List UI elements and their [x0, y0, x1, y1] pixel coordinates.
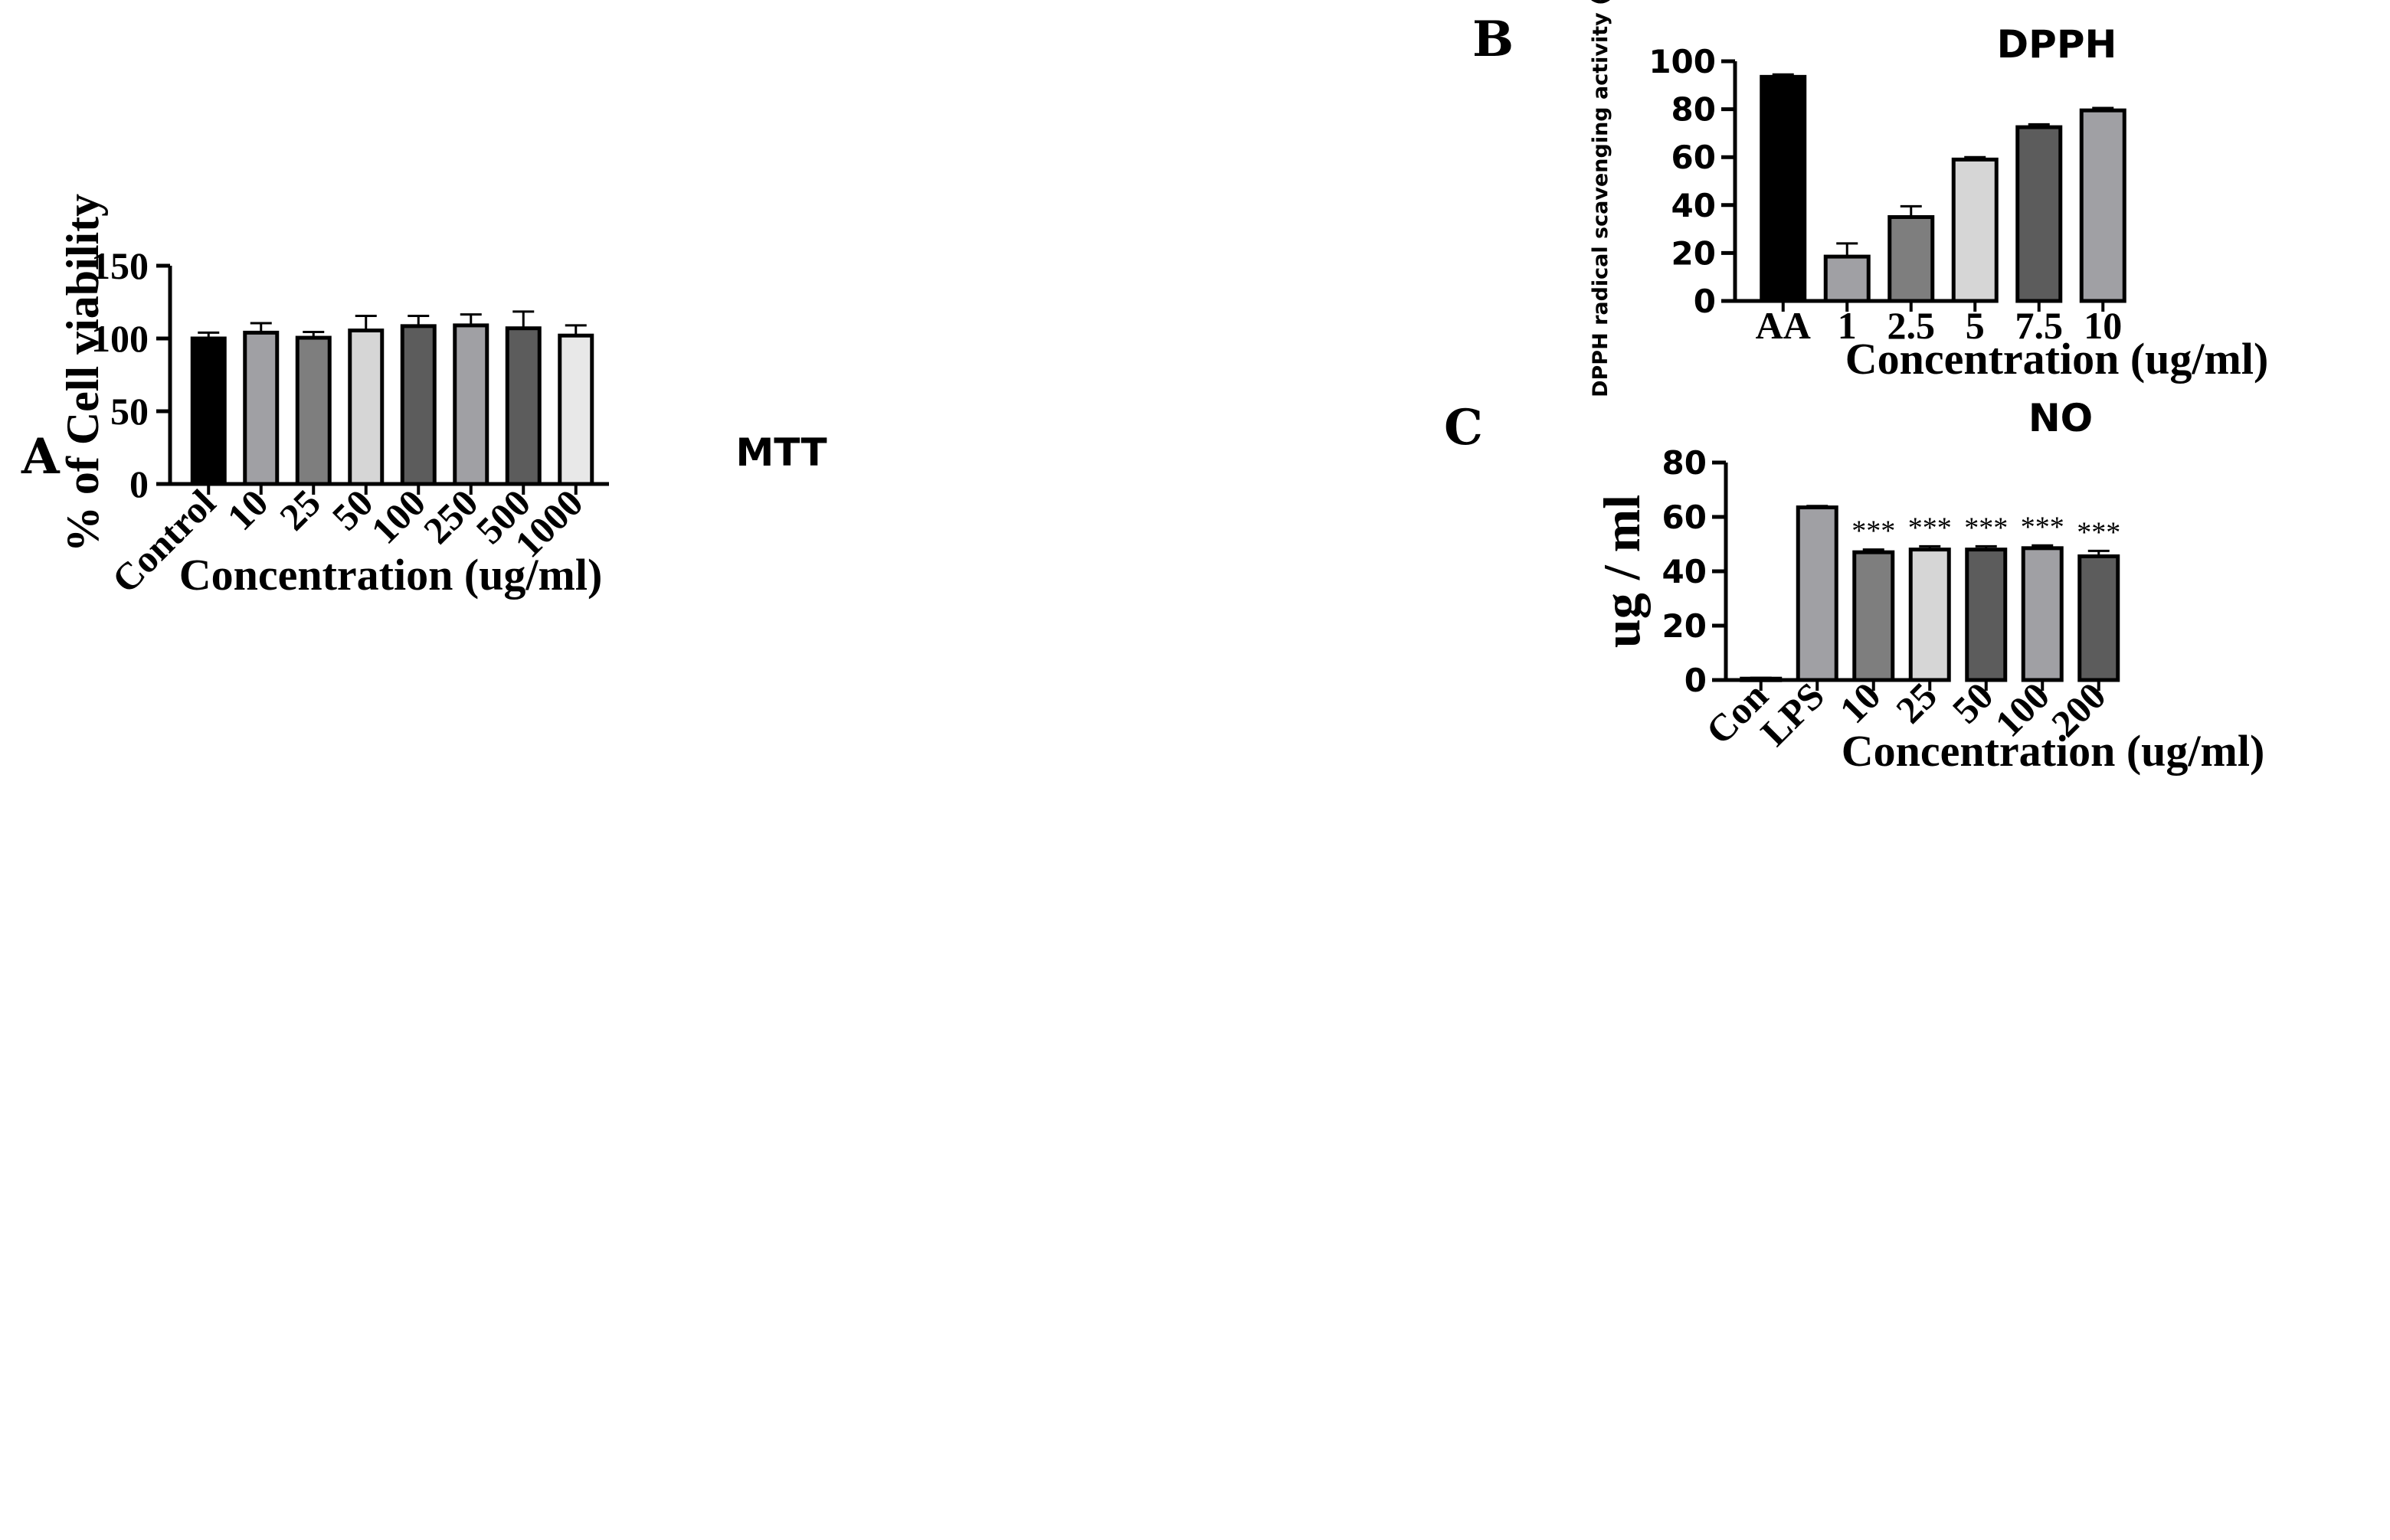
- y-tick-label: 80: [1671, 91, 1716, 129]
- bar: [1760, 74, 1807, 303]
- bar: [2021, 546, 2064, 682]
- bar: [190, 336, 227, 486]
- significance-marker: ***: [2077, 516, 2120, 548]
- significance-marker: ***: [1851, 515, 1895, 548]
- bar: [348, 329, 385, 486]
- panel-letter: C: [1444, 399, 1483, 456]
- x-tick-label: 2.5: [1887, 304, 1936, 347]
- bar: [2015, 125, 2063, 303]
- bar: [400, 324, 437, 486]
- bar: [2079, 108, 2126, 303]
- y-axis-label: DPPH radical scavenging activity (%): [1589, 0, 1612, 397]
- x-axis-label: Concentration (ug/ml): [179, 550, 603, 600]
- x-tick-label: 10: [1832, 674, 1889, 731]
- y-tick-label: 0: [1694, 283, 1716, 320]
- y-tick-label: 100: [1648, 43, 1716, 80]
- chart-title: NO: [2028, 396, 2093, 440]
- significance-marker: ***: [1964, 512, 2008, 544]
- x-axis-label: Concentration (ug/ml): [1842, 726, 2265, 776]
- chart-title: DPPH: [1997, 22, 2117, 67]
- y-tick-label: 20: [1662, 607, 1707, 645]
- y-tick-label: 80: [1662, 444, 1707, 482]
- bar: [1951, 157, 1999, 303]
- bar: [453, 323, 489, 486]
- panel-letter: A: [21, 428, 61, 486]
- x-tick-label: 7.5: [2015, 304, 2064, 347]
- y-tick-label: 40: [1671, 187, 1716, 224]
- x-tick-label: 10: [219, 481, 277, 538]
- x-tick-label: LPS: [1753, 674, 1832, 754]
- bar: [1796, 505, 1838, 682]
- y-tick-label: 60: [1671, 139, 1716, 176]
- y-tick-label: 50: [110, 390, 149, 433]
- y-tick-label: 100: [91, 317, 149, 360]
- bar: [505, 326, 542, 486]
- x-tick-label: 25: [271, 481, 329, 538]
- bar: [295, 335, 332, 486]
- significance-marker: ***: [2021, 511, 2064, 543]
- bar: [1908, 548, 1951, 682]
- bar: [558, 333, 594, 486]
- bar: [1852, 550, 1895, 682]
- y-axis-label: % of Cell viability: [57, 194, 108, 552]
- bar: [243, 330, 280, 486]
- x-tick-label: AA: [1756, 304, 1811, 347]
- significance-marker: ***: [1908, 512, 1952, 544]
- y-tick-label: 20: [1671, 234, 1716, 272]
- panel-b-dpph-chart: B DPPH 0 20 40 60 80 100 DPPH radical scavenging…: [1472, 0, 2268, 397]
- y-tick-label: 60: [1662, 499, 1707, 536]
- bar: [1823, 254, 1871, 303]
- y-tick-label: 0: [129, 463, 149, 505]
- x-tick-label: 5: [1966, 304, 1985, 347]
- x-tick-label: 25: [1887, 674, 1945, 731]
- x-axis-label: Concentration (ug/ml): [1845, 334, 2269, 384]
- x-tick-label: 1: [1838, 304, 1857, 347]
- x-tick-label: 10: [2084, 304, 2122, 347]
- x-tick-label: 50: [1944, 674, 2002, 731]
- y-tick-label: 150: [91, 244, 149, 287]
- bar: [1965, 548, 2008, 682]
- y-axis-label: ug / ml: [1593, 495, 1651, 648]
- y-tick-label: 0: [1684, 662, 1707, 699]
- y-tick-label: 40: [1662, 553, 1707, 590]
- panel-letter: B: [1472, 11, 1514, 68]
- chart-title: MTT: [735, 430, 827, 475]
- bar: [2077, 554, 2120, 682]
- bar: [1887, 214, 1935, 303]
